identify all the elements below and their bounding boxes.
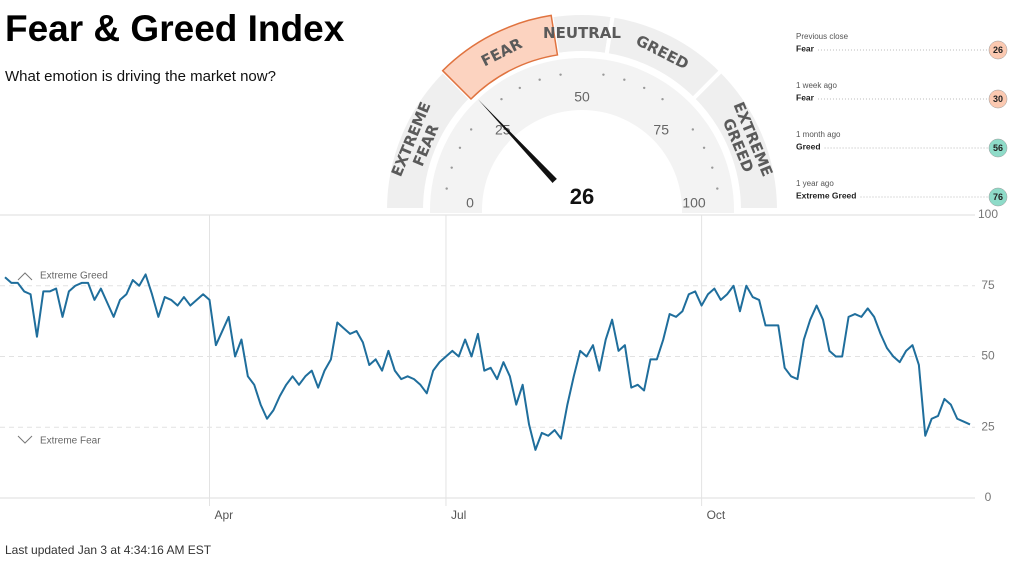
- history-label: 1 week ago: [796, 81, 837, 90]
- gauge-segment: [690, 67, 782, 212]
- history-label: 1 year ago: [796, 179, 834, 188]
- history-label: 1 month ago: [796, 130, 841, 139]
- gauge-inner: [482, 110, 682, 213]
- chevron-up: [17, 272, 33, 281]
- gauge-dot: [445, 187, 448, 190]
- gauge-center: [542, 170, 622, 213]
- gauge-dot: [518, 86, 522, 90]
- gauge-dot: [458, 146, 462, 150]
- index-line: [4, 273, 971, 451]
- chevron-down: [17, 435, 33, 444]
- gauge-dot: [559, 73, 562, 76]
- gauge-dot: [469, 128, 473, 131]
- gauge-dot: [691, 128, 695, 131]
- gauge-dot: [642, 86, 646, 90]
- history-rating: Greed: [796, 141, 821, 151]
- gauge-value: 26: [570, 184, 594, 209]
- segment-label: NEUTRAL: [543, 24, 621, 42]
- history-value: 76: [993, 192, 1003, 202]
- gauge-dot: [702, 146, 706, 150]
- history-badge: [988, 187, 1008, 207]
- history-value: 56: [993, 143, 1003, 153]
- x-tick-label: Apr: [215, 508, 234, 522]
- y-tick-label: 75: [981, 278, 995, 292]
- gauge-tick-label: 75: [653, 122, 669, 138]
- history-badge: [988, 89, 1008, 109]
- line-chart: 0 25 50 75 100 Apr Jul Oct Extreme Greed Extreme …: [0, 207, 998, 522]
- history-rating: Fear: [796, 92, 815, 102]
- y-tick-label: 25: [981, 419, 995, 433]
- history-label: Previous close: [796, 32, 849, 41]
- history-value: 30: [993, 94, 1003, 104]
- gauge-tick-label: 50: [574, 89, 590, 105]
- y-tick-label: 50: [981, 349, 995, 363]
- gauge-tick-label: 100: [682, 195, 706, 211]
- annotation: Extreme Fear: [40, 436, 101, 447]
- history-badge: [988, 138, 1008, 158]
- last-updated: Last updated Jan 3 at 4:34:16 AM EST: [5, 543, 212, 557]
- gauge-tick-label: 25: [495, 122, 511, 138]
- gauge-dot: [711, 166, 714, 169]
- gauge-tick-label: 0: [466, 195, 474, 211]
- x-tick-label: Jul: [451, 508, 466, 522]
- history-badge: [988, 40, 1008, 60]
- history-rating: Fear: [796, 43, 815, 53]
- history: Previous close Fear 26 1 week ago Fear 30 1 mo…: [796, 32, 1008, 207]
- page-title: Fear & Greed Index: [5, 8, 345, 49]
- gauge-dot: [623, 78, 626, 81]
- y-tick-label: 100: [978, 207, 998, 221]
- gauge-dot: [661, 97, 664, 101]
- y-tick-label: 0: [985, 490, 992, 504]
- history-value: 26: [993, 45, 1003, 55]
- annotation: Extreme Greed: [40, 271, 108, 282]
- gauge-dot: [500, 97, 503, 101]
- x-tick-label: Oct: [707, 508, 726, 522]
- gauge-dot: [450, 166, 453, 169]
- subtitle: What emotion is driving the market now?: [5, 68, 276, 85]
- gauge-segment: [441, 14, 559, 101]
- gauge-dot: [602, 73, 605, 76]
- gauge-dot: [538, 78, 541, 81]
- gauge-dot: [716, 187, 719, 190]
- segment-label-line: NEUTRAL: [543, 24, 621, 42]
- history-rating: Extreme Greed: [796, 190, 856, 200]
